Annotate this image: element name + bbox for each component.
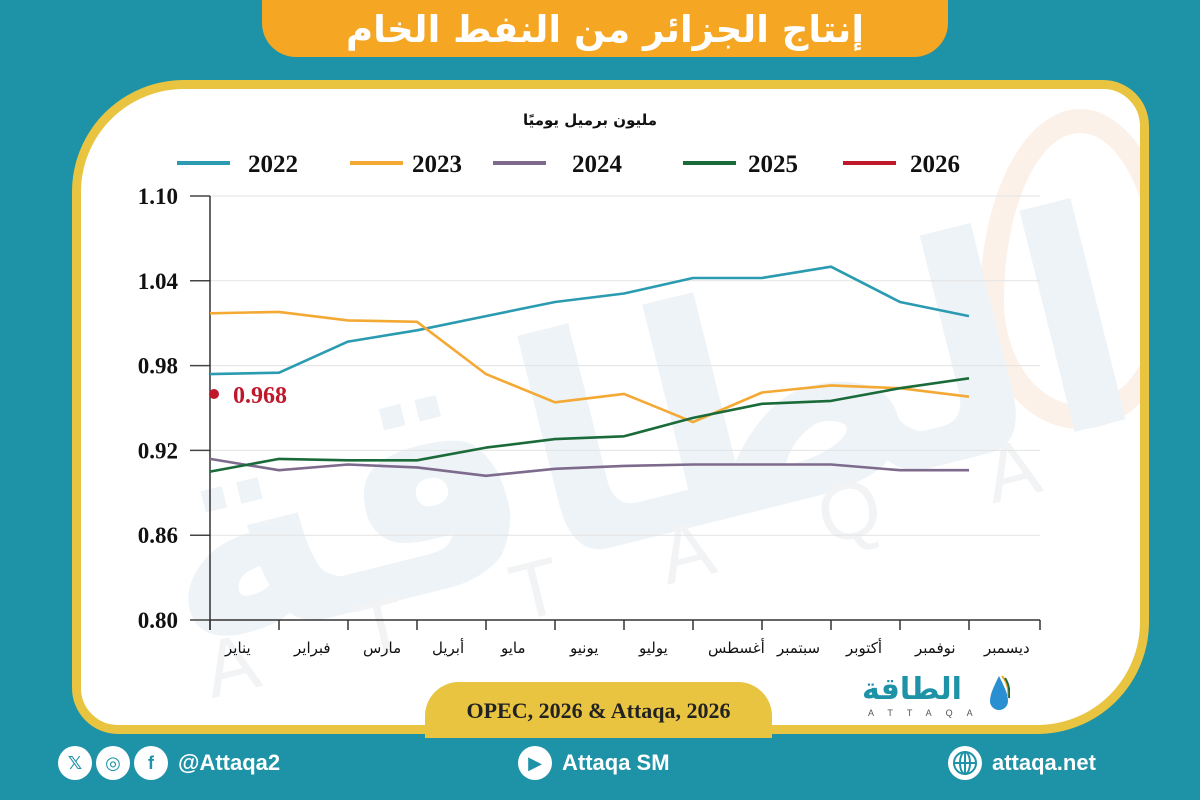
youtube-link[interactable]: ▶ Attaqa SM [518, 745, 670, 781]
source-text: OPEC, 2026 & Attaqa, 2026 [466, 698, 731, 723]
legend-label: 2026 [910, 151, 960, 178]
x-tick-label: فبراير [293, 639, 331, 657]
x-tick-label: سبتمبر [776, 639, 820, 657]
x-tick-label: أكتوبر [845, 638, 882, 657]
instagram-icon[interactable]: ◎ [96, 746, 130, 780]
legend-item-2025: 2025 [683, 151, 798, 178]
legend-label: 2025 [748, 151, 798, 178]
youtube-handle: Attaqa SM [562, 750, 670, 775]
data-point-2026 [209, 389, 219, 399]
title-banner: إنتاج الجزائر من النفط الخام [262, 0, 948, 57]
attaqa-logo: الطاقة ATTAQA [862, 672, 1012, 724]
y-tick-label: 1.04 [138, 269, 179, 294]
x-tick-label: أبريل [432, 638, 464, 657]
youtube-icon: ▶ [518, 746, 552, 780]
y-tick-label: 0.92 [138, 438, 178, 463]
x-tick-label: يناير [224, 639, 251, 657]
x-tick-label: أغسطس [708, 638, 765, 657]
y-tick-label: 0.86 [138, 523, 178, 548]
x-tick-label: مارس [363, 639, 401, 657]
source-label: OPEC, 2026 & Attaqa, 2026 [425, 682, 772, 738]
legend-label: 2024 [572, 151, 623, 178]
oil-drop-icon [990, 675, 1010, 710]
series-line-2022 [209, 265, 970, 376]
y-tick-label: 0.98 [138, 354, 178, 379]
data-label-2026: 0.968 [233, 383, 287, 409]
x-tick-label: يوليو [638, 639, 668, 657]
x-icon[interactable]: 𝕏 [58, 746, 92, 780]
social-links: 𝕏 ◎ f @Attaqa2 [58, 745, 280, 781]
series-line-2025 [209, 377, 970, 473]
legend-item-2022: 2022 [177, 151, 298, 178]
x-tick-label: نوفمبر [914, 639, 956, 657]
legend-label: 2023 [412, 151, 462, 178]
y-tick-label: 0.80 [138, 608, 178, 633]
legend-item-2024: 2024 [493, 151, 623, 178]
legend-item-2026: 2026 [843, 151, 960, 178]
x-tick-label: ديسمبر [983, 639, 1030, 657]
y-tick-label: 1.10 [138, 184, 178, 209]
legend-label: 2022 [248, 151, 298, 178]
y-axis-unit-label: مليون برميل يوميًا [523, 111, 657, 129]
series-line-2024 [209, 457, 969, 478]
series-line-2023 [209, 310, 970, 424]
x-tick-label: مايو [500, 639, 526, 657]
website-url: attaqa.net [992, 750, 1096, 775]
globe-icon [948, 746, 982, 780]
page-title: إنتاج الجزائر من النفط الخام [346, 8, 864, 51]
legend-item-2023: 2023 [350, 151, 462, 178]
x-tick-label: يونيو [569, 639, 598, 657]
social-handle[interactable]: @Attaqa2 [178, 750, 281, 775]
facebook-icon[interactable]: f [134, 746, 168, 780]
logo-english-text: ATTAQA [868, 708, 987, 718]
logo-arabic-text: الطاقة [862, 672, 962, 707]
website-link[interactable]: attaqa.net [948, 745, 1096, 781]
